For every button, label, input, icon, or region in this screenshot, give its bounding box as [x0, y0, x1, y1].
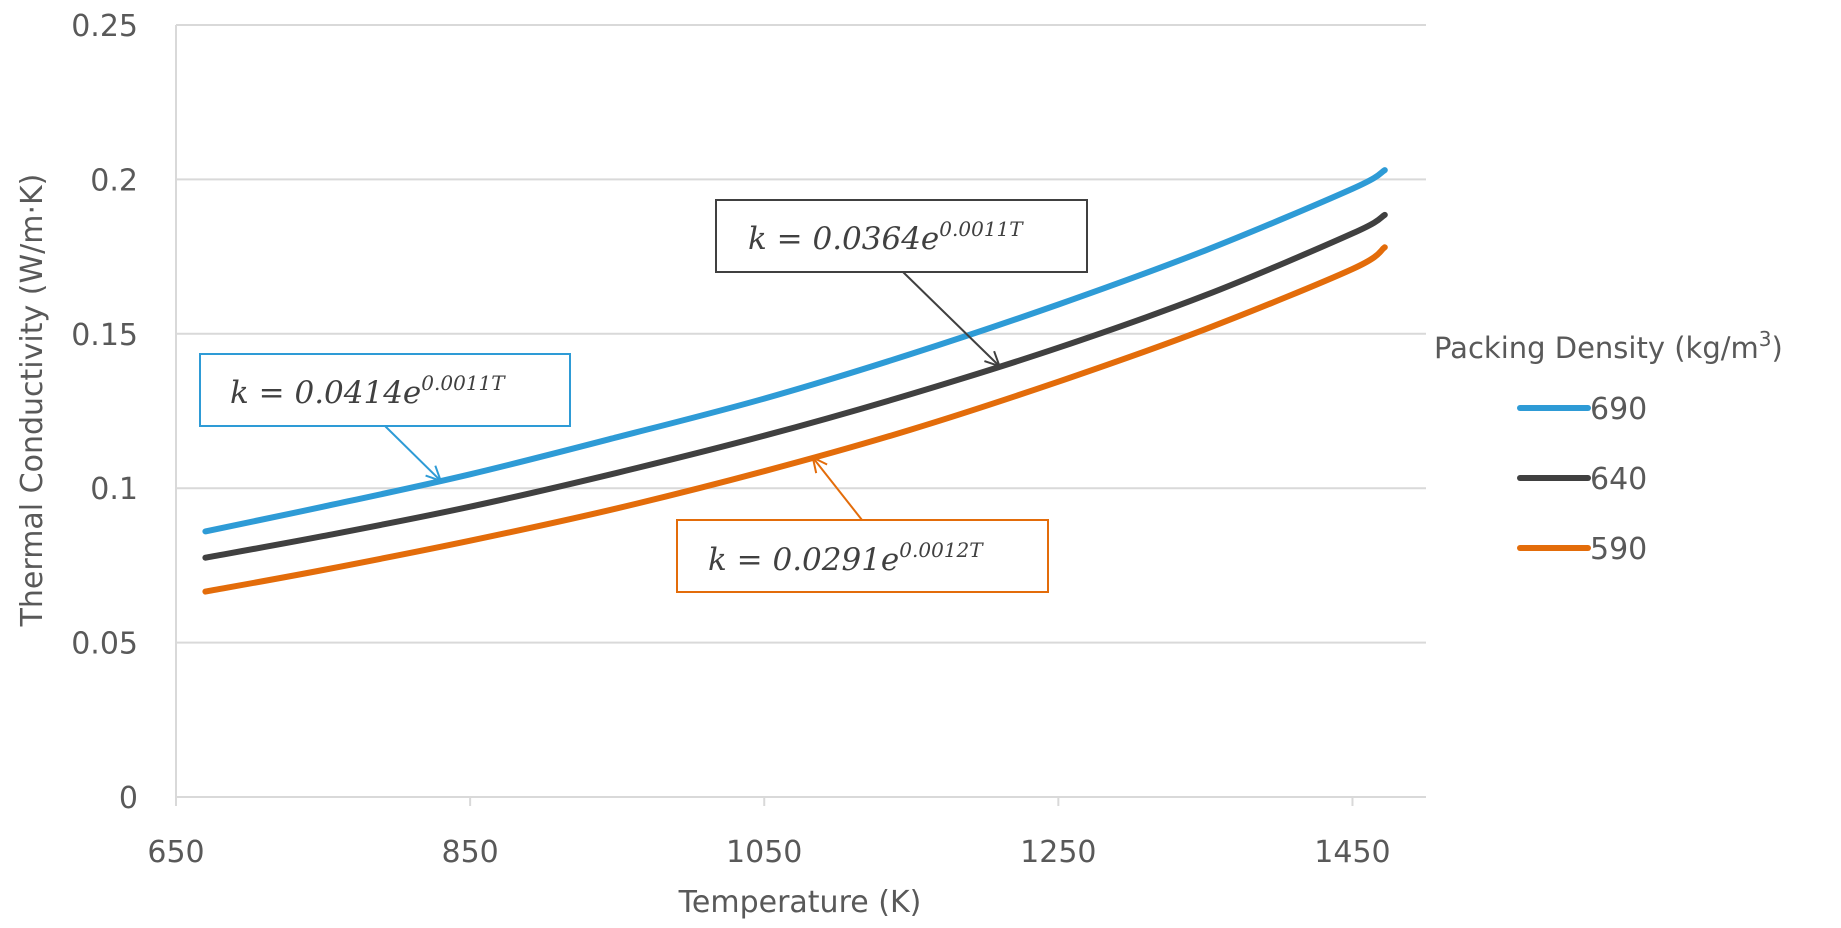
- callout-arrowhead: [984, 350, 1002, 368]
- legend-label: 590: [1590, 532, 1647, 567]
- equation-box: [199, 353, 571, 427]
- callout-arrowhead: [811, 455, 828, 474]
- y-tick-label: 0.05: [71, 627, 138, 662]
- equation-box: [676, 519, 1049, 593]
- gridlines: [176, 24, 1426, 644]
- equation-annotations: k = 0.0414e0.0011T k = 0.0364e0.0011T k = …: [199, 199, 1088, 593]
- callout-arrowhead: [425, 465, 443, 483]
- series-lines: [202, 167, 1388, 595]
- equation-label: k = 0.0291e0.0012T: [708, 538, 984, 578]
- x-tick-label: 850: [441, 835, 498, 870]
- x-tick-label: 1450: [1314, 835, 1390, 870]
- equation-label: k = 0.0364e0.0011T: [748, 217, 1024, 257]
- legend-label: 690: [1590, 392, 1647, 427]
- y-tick-label: 0.1: [90, 472, 138, 507]
- callout-line: [384, 425, 442, 482]
- y-tick-labels: 0 0.05 0.1 0.15 0.2 0.25: [71, 9, 138, 816]
- y-tick-label: 0.15: [71, 318, 138, 353]
- legend-items: 690 640 590: [1517, 392, 1647, 567]
- x-tick-label: 1050: [726, 835, 802, 870]
- equation-annotation-640: k = 0.0364e0.0011T: [715, 199, 1088, 368]
- x-axis-title: Temperature (K): [678, 885, 922, 920]
- series-line-640: [202, 211, 1388, 561]
- x-tick-label: 1250: [1020, 835, 1096, 870]
- axes: [175, 25, 1426, 806]
- x-tick-label: 650: [147, 835, 204, 870]
- equation-label: k = 0.0414e0.0011T: [230, 371, 506, 411]
- y-tick-label: 0.2: [90, 163, 138, 198]
- callout-line: [811, 456, 863, 521]
- x-tick-labels: 650 850 1050 1250 1450: [147, 835, 1390, 870]
- equation-annotation-590: k = 0.0291e0.0012T: [676, 455, 1049, 593]
- callout-line: [902, 271, 1001, 367]
- legend-label: 640: [1590, 462, 1647, 497]
- y-tick-label: 0: [119, 781, 138, 816]
- legend: Packing Density (kg/m3) 690 640 590: [1434, 327, 1783, 567]
- legend-title: Packing Density (kg/m3): [1434, 327, 1783, 365]
- series-line-590: [202, 244, 1388, 595]
- equation-box: [715, 199, 1088, 273]
- equation-annotation-690: k = 0.0414e0.0011T: [199, 353, 571, 483]
- y-tick-label: 0.25: [71, 9, 138, 44]
- y-axis-title: Thermal Conductivity (W/m·K): [15, 174, 50, 628]
- series-line-690: [202, 167, 1388, 535]
